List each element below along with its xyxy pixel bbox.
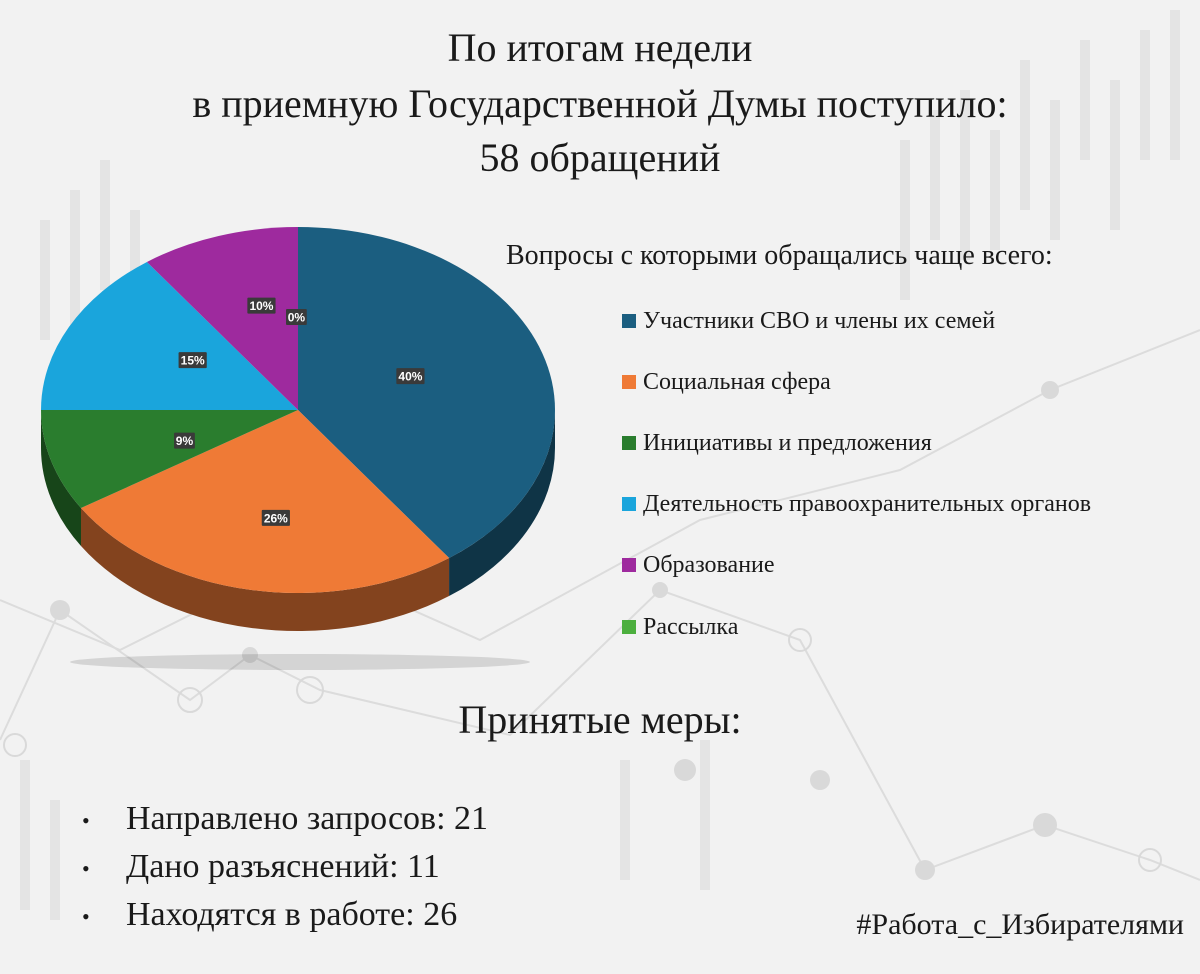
legend-label: Рассылка	[643, 614, 739, 640]
legend-swatch	[622, 620, 636, 634]
slice-4	[41, 261, 298, 410]
measure-text: Направлено запросов: 21	[126, 800, 489, 837]
legend-swatch	[622, 375, 636, 389]
legend-swatch	[622, 314, 636, 328]
measure-item: • Дано разъяснений: 11	[82, 843, 440, 893]
legend-item-5: Образование	[622, 550, 775, 580]
slice-4-label: 15%	[178, 352, 207, 369]
measure-item: • Направлено запросов: 21	[82, 795, 488, 845]
svg-text:26%: 26%	[264, 511, 288, 525]
svg-text:40%: 40%	[398, 370, 422, 384]
measures-heading: Принятые меры:	[458, 697, 742, 742]
svg-text:0%: 0%	[288, 311, 306, 325]
slice-1-label: 40%	[396, 368, 425, 385]
legend-swatch	[622, 558, 636, 572]
legend-label: Образование	[643, 552, 775, 578]
slice-2	[81, 410, 450, 593]
svg-text:9%: 9%	[176, 434, 194, 448]
legend-label: Деятельность правоохранительных органов	[643, 491, 1092, 517]
legend-label: Инициативы и предложения	[643, 430, 932, 456]
bullet-icon: •	[82, 856, 90, 882]
legend-swatch	[622, 497, 636, 511]
title-line-3: 58 обращений	[479, 135, 721, 180]
slice-1-side	[449, 410, 555, 597]
legend-heading: Вопросы с которыми обращались чаще всего…	[506, 240, 1053, 271]
title-line-1: По итогам недели	[447, 25, 753, 70]
legend-item-4: Деятельность правоохранительных органов	[622, 489, 1091, 519]
slice-1	[298, 227, 555, 559]
pie-chart: 40% 26% 9% 15% 10% 0%	[41, 227, 555, 670]
svg-text:15%: 15%	[181, 354, 205, 368]
hashtag: #Работа_с_Избирателями	[856, 908, 1184, 941]
slice-2-label: 26%	[261, 509, 290, 526]
legend-swatch	[622, 436, 636, 450]
measure-item: • Находятся в работе: 26	[82, 891, 457, 941]
slice-3-side	[41, 410, 82, 547]
slice-6-label: 0%	[286, 309, 307, 325]
legend-item-3: Инициативы и предложения	[622, 428, 932, 458]
bullet-icon: •	[82, 808, 90, 834]
title-line-2: в приемную Государственной Думы поступил…	[192, 81, 1008, 126]
svg-text:10%: 10%	[249, 299, 273, 313]
slice-2-side	[81, 508, 450, 631]
bullet-icon: •	[82, 904, 90, 930]
measure-text: Дано разъяснений: 11	[126, 848, 440, 885]
legend-label: Участники СВО и члены их семей	[643, 308, 996, 334]
slice-3-label: 9%	[174, 432, 195, 449]
legend-item-6: Рассылка	[622, 612, 738, 642]
legend-label: Социальная сфера	[643, 369, 831, 395]
legend-item-1: Участники СВО и члены их семей	[622, 306, 995, 336]
measure-text: Находятся в работе: 26	[126, 896, 458, 933]
pie-shadow	[70, 654, 530, 670]
slice-3	[41, 410, 298, 509]
legend-item-2: Социальная сфера	[622, 367, 831, 397]
slice-5-label: 10%	[247, 297, 276, 314]
slice-5	[146, 227, 298, 410]
